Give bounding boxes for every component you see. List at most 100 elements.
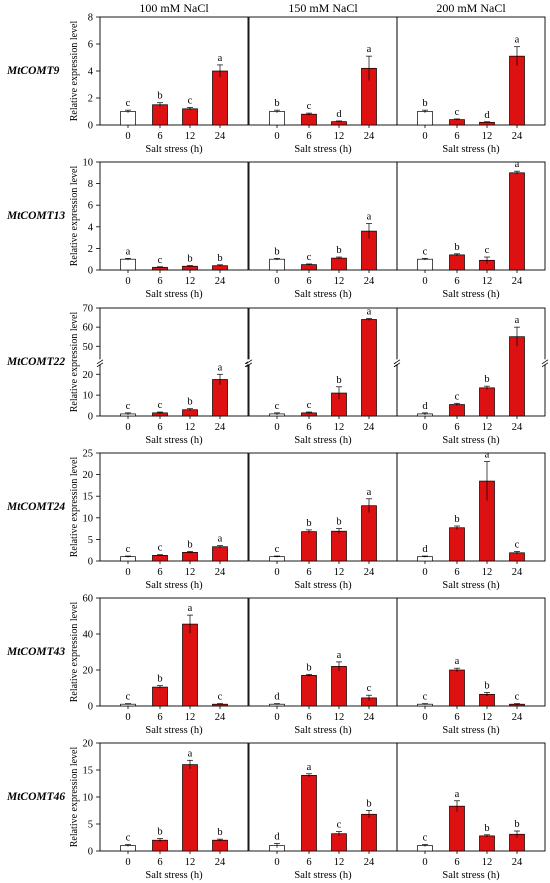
x-tick-label: 0 [422,131,427,142]
significance-letter: b [306,518,311,529]
error-bar [306,112,312,116]
error-bar [422,412,428,415]
x-tick-label: 0 [125,131,130,142]
significance-letter: a [188,603,193,614]
bar-MtCOMT24-p2-6h [301,531,317,562]
panel-MtCOMT46-3: c 0 a 6 b 12 b 24 Salt stress (h) [396,742,546,881]
significance-letter: b [157,827,162,838]
x-tick-label: 12 [482,712,493,723]
significance-letter: d [274,831,280,842]
error-bar [454,118,460,121]
error-bar [514,46,520,66]
gene-label-MtCOMT24: MtCOMT24 [6,501,65,513]
panel-MtCOMT43-1: c 0 b 6 a 12 c 24 Salt stress (h) [99,597,249,736]
y-tick-label: 2 [88,94,93,105]
x-tick-label: 12 [334,567,345,578]
significance-letter: c [275,401,280,412]
significance-letter: a [337,650,342,661]
bar-MtCOMT9-p2-6h [301,113,317,126]
x-tick-label: 12 [185,276,196,287]
y-tick-label: 4 [88,222,94,233]
error-bar [125,109,131,113]
y-tick-label: 60 [83,323,94,334]
significance-letter: b [306,662,311,673]
y-tick-label: 20 [83,370,94,381]
panel-frame [396,742,546,852]
error-bar [336,256,342,260]
x-tick-label: 6 [306,422,311,433]
error-bar [217,545,223,548]
significance-letter: b [157,674,162,685]
y-tick-label: 20 [83,666,94,677]
significance-letter: b [187,254,192,265]
x-axis-label: Salt stress (h) [442,725,500,736]
error-bar [157,411,163,414]
panel-MtCOMT13-2: b 0 c 6 b 12 a 24 Salt stress (h) [248,161,398,300]
x-tick-label: 24 [512,567,523,578]
significance-letter: a [455,656,460,667]
gene-row-MtCOMT22: MtCOMT22 Relative expression level 0 10 20 50… [6,304,549,446]
x-tick-label: 6 [306,857,311,868]
significance-letter: d [484,110,490,121]
x-axis-label: Salt stress (h) [294,144,352,155]
error-bar [157,266,163,268]
error-bar [484,834,490,837]
bar-MtCOMT43-p3-6h [449,669,465,707]
x-axis-label: Salt stress (h) [442,580,500,591]
error-bar [422,257,428,261]
error-bar [187,614,193,634]
error-bar [157,685,163,689]
significance-letter: a [218,362,223,373]
bar-MtCOMT46-p3-6h [449,805,465,852]
y-tick-label: 15 [83,766,94,777]
error-bar [274,703,280,705]
x-tick-label: 6 [454,712,459,723]
significance-letter: a [307,762,312,773]
bar-MtCOMT13-p2-12h [331,257,347,271]
y-tick-label: 40 [83,630,94,641]
x-axis-label: Salt stress (h) [442,144,500,155]
condition-title-1: 100 mM NaCl [139,1,209,15]
x-tick-label: 12 [482,422,493,433]
x-tick-label: 6 [306,712,311,723]
x-tick-label: 0 [274,422,279,433]
bar-MtCOMT13-p1-0h [120,258,136,271]
y-tick-label: 50 [83,342,94,353]
significance-letter: c [218,692,223,703]
x-tick-label: 24 [364,276,375,287]
panel-MtCOMT43-3: c 0 a 6 b 12 c 24 Salt stress (h) [396,597,546,736]
panel-frame [99,16,249,126]
error-bar [484,385,490,390]
error-bar [484,692,490,697]
error-bar [125,412,131,415]
significance-letter: c [126,833,131,844]
significance-letter: a [126,246,131,257]
error-bar [306,529,312,534]
x-tick-label: 0 [422,712,427,723]
panel-frame [396,597,546,707]
x-axis-label: Salt stress (h) [442,435,500,446]
error-bar [454,667,460,672]
error-bar [125,844,131,847]
x-tick-label: 12 [334,712,345,723]
error-bar [484,121,490,123]
panel-MtCOMT46-2: d 0 a 6 c 12 b 24 Salt stress (h) [248,742,398,881]
error-bar [366,318,372,321]
y-tick-label: 0 [88,847,93,858]
x-tick-label: 6 [454,567,459,578]
y-tick-label: 60 [83,594,94,605]
significance-letter: a [218,534,223,545]
bar-MtCOMT46-p2-6h [301,775,317,852]
significance-letter: a [515,35,520,46]
significance-letter: a [485,450,490,461]
significance-letter: d [422,544,428,555]
x-tick-label: 24 [364,422,375,433]
panel-MtCOMT24-2: c 0 b 6 b 12 a 24 Salt stress (h) [248,452,398,591]
x-tick-label: 24 [512,712,523,723]
error-bar [157,838,163,842]
x-axis-label: Salt stress (h) [145,289,203,300]
y-tick-label: 15 [83,492,94,503]
y-axis-label: Relative expression level [69,602,80,703]
bar-MtCOMT13-p3-6h [449,254,465,271]
x-tick-label: 0 [274,857,279,868]
